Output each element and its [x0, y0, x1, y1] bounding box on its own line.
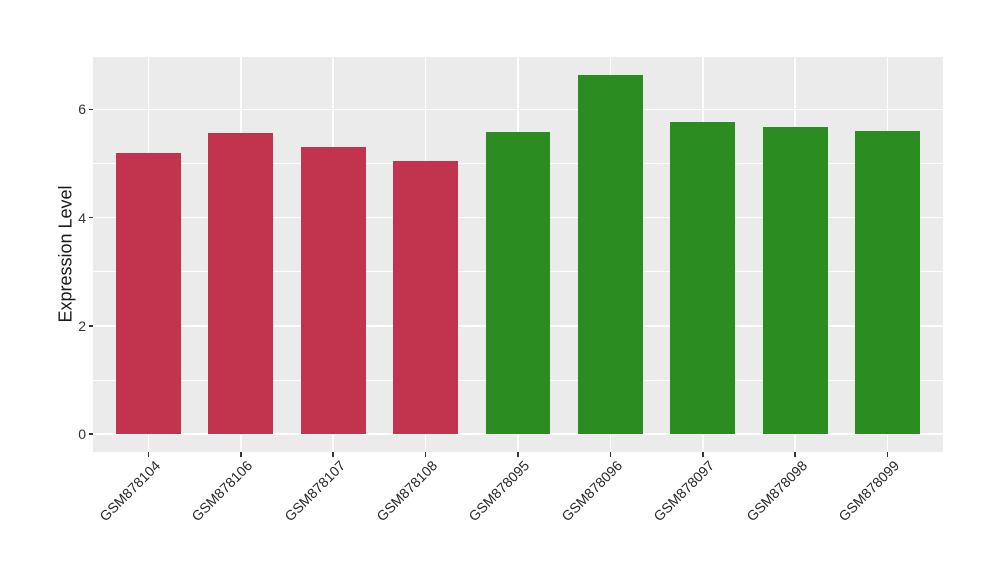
x-tick-mark: [424, 452, 427, 457]
y-tick-mark: [88, 108, 93, 111]
bar-GSM878099: [855, 130, 920, 435]
x-tick-mark: [702, 452, 704, 457]
bar-GSM878097: [670, 121, 736, 435]
x-tick-mark: [609, 452, 612, 457]
x-tick-label: GSM878106: [188, 457, 256, 525]
x-tick-mark: [240, 452, 242, 457]
x-tick-mark: [332, 452, 334, 457]
bar-GSM878095: [485, 132, 551, 435]
bar-GSM878096: [578, 74, 643, 435]
x-tick-label: GSM878098: [742, 457, 810, 525]
bar-GSM878098: [762, 126, 828, 435]
bar-GSM878106: [208, 133, 274, 435]
y-tick-label: 6: [78, 101, 86, 118]
y-tick-mark: [88, 433, 93, 435]
x-tick-label: GSM878107: [280, 457, 348, 525]
y-tick-label: 2: [78, 317, 86, 334]
y-tick-mark: [88, 216, 93, 219]
y-axis-title: Expression Level: [55, 185, 76, 323]
x-tick-label: GSM878108: [373, 457, 441, 525]
plot-panel: [93, 57, 943, 452]
x-tick-label: GSM878097: [650, 457, 718, 525]
bar-GSM878104: [116, 152, 181, 435]
y-tick-mark: [88, 325, 93, 327]
x-tick-label: GSM878099: [835, 457, 903, 525]
bar-GSM878107: [300, 147, 366, 435]
x-tick-mark: [886, 452, 889, 457]
x-tick-label: GSM878096: [558, 457, 626, 525]
x-tick-mark: [517, 452, 519, 457]
x-tick-mark: [794, 452, 796, 457]
x-tick-label: GSM878104: [96, 457, 164, 525]
y-tick-label: 4: [78, 209, 86, 226]
bar-GSM878108: [393, 160, 458, 435]
x-tick-mark: [147, 452, 150, 457]
y-tick-label: 0: [78, 426, 86, 443]
x-tick-label: GSM878095: [465, 457, 533, 525]
